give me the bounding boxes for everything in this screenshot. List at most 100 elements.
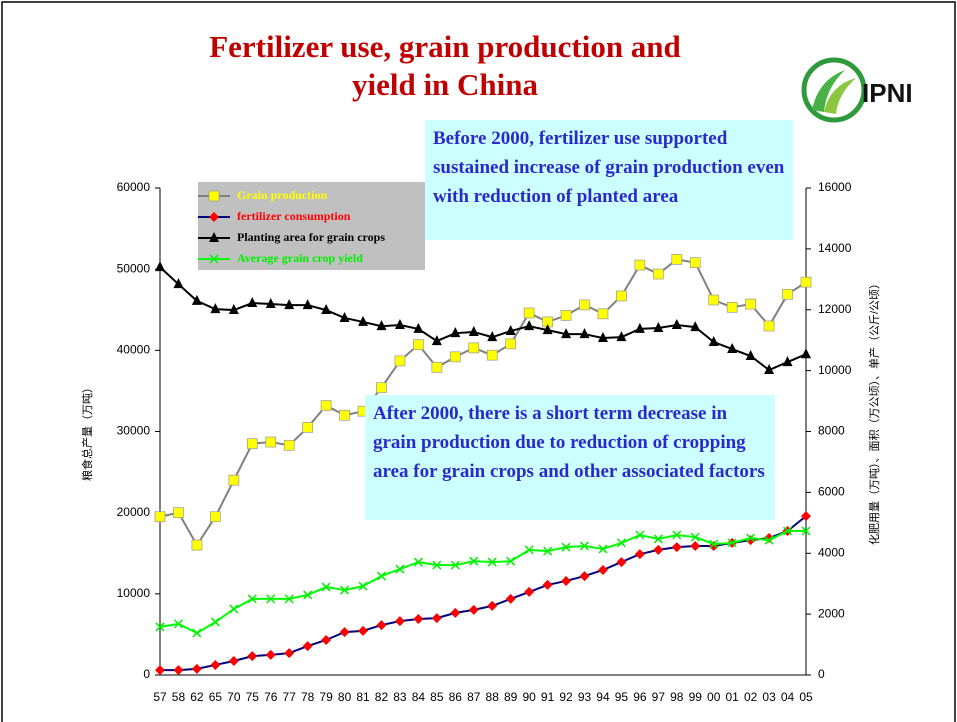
marker bbox=[690, 321, 701, 332]
marker bbox=[763, 320, 775, 332]
marker bbox=[210, 303, 221, 314]
marker bbox=[616, 538, 626, 548]
marker bbox=[284, 594, 294, 604]
marker bbox=[745, 298, 756, 310]
y2-tick-label: 10000 bbox=[818, 363, 852, 377]
marker bbox=[155, 261, 165, 272]
x-tick-label: 82 bbox=[375, 690, 389, 704]
marker bbox=[173, 507, 184, 519]
marker bbox=[506, 556, 516, 566]
marker bbox=[690, 540, 701, 551]
x-tick-label: 92 bbox=[559, 690, 573, 704]
x-tick-label: 84 bbox=[412, 690, 426, 704]
marker bbox=[265, 436, 277, 448]
x-tick-label: 89 bbox=[504, 690, 518, 704]
x-tick-label: 00 bbox=[707, 690, 721, 704]
marker bbox=[210, 511, 221, 523]
marker bbox=[283, 439, 295, 451]
marker bbox=[597, 308, 609, 320]
x-tick-label: 62 bbox=[190, 690, 204, 704]
marker bbox=[376, 382, 387, 394]
marker bbox=[468, 325, 479, 336]
y2-tick-label: 16000 bbox=[818, 180, 852, 194]
y-tick-label: 20000 bbox=[117, 505, 151, 519]
x-tick-label: 91 bbox=[541, 690, 555, 704]
x-tick-label: 98 bbox=[670, 690, 684, 704]
marker bbox=[228, 474, 240, 486]
marker bbox=[652, 268, 664, 280]
marker bbox=[782, 288, 793, 300]
annotation: Before 2000, fertilizer use supported su… bbox=[425, 120, 793, 240]
marker bbox=[431, 362, 443, 373]
x-tick-label: 78 bbox=[301, 690, 315, 704]
marker bbox=[708, 336, 719, 347]
marker bbox=[209, 232, 219, 242]
y-tick-label: 30000 bbox=[117, 424, 151, 438]
y2-tick-label: 2000 bbox=[818, 606, 845, 620]
marker bbox=[229, 604, 239, 614]
marker bbox=[579, 571, 590, 582]
logo-icon bbox=[801, 57, 867, 123]
marker bbox=[394, 318, 405, 329]
marker bbox=[413, 339, 424, 351]
marker bbox=[505, 338, 517, 350]
marker bbox=[246, 438, 258, 450]
marker bbox=[561, 542, 571, 552]
x-tick-label: 83 bbox=[393, 690, 407, 704]
marker bbox=[209, 254, 219, 264]
x-tick-label: 96 bbox=[633, 690, 647, 704]
annotation: After 2000, there is a short term decrea… bbox=[365, 395, 775, 520]
marker bbox=[376, 571, 387, 581]
marker bbox=[228, 655, 239, 666]
x-tick-label: 04 bbox=[781, 690, 795, 704]
marker bbox=[413, 322, 424, 333]
marker bbox=[173, 665, 184, 676]
marker bbox=[653, 322, 664, 333]
marker bbox=[358, 625, 369, 636]
marker bbox=[247, 651, 258, 662]
x-tick-label: 87 bbox=[467, 690, 481, 704]
series-line bbox=[159, 266, 807, 372]
marker bbox=[524, 320, 535, 331]
x-tick-label: 81 bbox=[356, 690, 370, 704]
marker bbox=[394, 355, 406, 367]
marker bbox=[302, 299, 313, 310]
marker bbox=[468, 604, 479, 615]
marker bbox=[302, 422, 314, 433]
marker bbox=[450, 607, 461, 618]
marker bbox=[598, 544, 608, 554]
marker bbox=[708, 294, 720, 306]
marker bbox=[449, 351, 461, 363]
marker bbox=[320, 400, 332, 411]
marker bbox=[764, 535, 774, 545]
x-tick-label: 01 bbox=[725, 690, 739, 704]
marker bbox=[468, 342, 480, 354]
marker bbox=[634, 549, 645, 560]
marker bbox=[376, 320, 387, 331]
marker bbox=[487, 557, 497, 567]
marker bbox=[228, 304, 239, 315]
marker bbox=[597, 564, 608, 575]
marker bbox=[486, 349, 498, 361]
marker bbox=[690, 532, 700, 542]
x-tick-label: 88 bbox=[486, 690, 500, 704]
marker bbox=[450, 327, 461, 338]
y-tick-label: 0 bbox=[143, 667, 150, 681]
marker bbox=[746, 533, 756, 543]
marker bbox=[524, 586, 535, 597]
x-tick-label: 75 bbox=[246, 690, 260, 704]
x-tick-label: 90 bbox=[522, 690, 536, 704]
marker bbox=[284, 648, 295, 659]
marker bbox=[321, 304, 332, 315]
y2-tick-label: 8000 bbox=[818, 424, 845, 438]
marker bbox=[302, 641, 313, 652]
marker bbox=[579, 328, 590, 339]
x-tick-label: 86 bbox=[449, 690, 463, 704]
marker bbox=[801, 526, 811, 536]
marker bbox=[745, 535, 756, 546]
marker bbox=[727, 343, 738, 354]
x-tick-label: 94 bbox=[596, 690, 610, 704]
marker bbox=[247, 594, 257, 604]
